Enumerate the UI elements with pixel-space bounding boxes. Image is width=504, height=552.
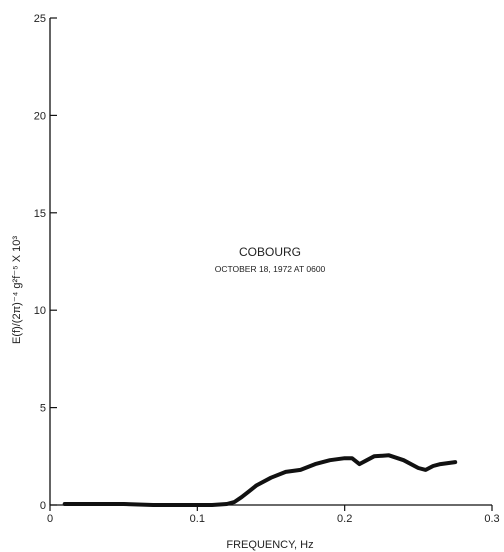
y-tick-label: 5 [40, 403, 46, 415]
x-tick-label: 0.3 [484, 513, 499, 525]
tick-labels: 0 5 10 15 20 25 0 0.1 0.2 0.3 [34, 13, 500, 525]
x-tick-label: 0.2 [337, 513, 352, 525]
y-tick-label: 15 [34, 208, 46, 220]
x-tick-label: 0 [47, 513, 53, 525]
y-tick-label: 20 [34, 110, 46, 122]
spectrum-series-line [62, 453, 458, 507]
y-axis-title: E(f)/(2π)⁻⁴ g²f⁻⁵ X 10³ [11, 236, 23, 344]
y-tick-label: 25 [34, 13, 46, 25]
x-axis-title: FREQUENCY, Hz [226, 539, 313, 551]
y-tick-label: 10 [34, 305, 46, 317]
annotation-subtitle: OCTOBER 18, 1972 AT 0600 [215, 264, 326, 274]
x-tick-label: 0.1 [190, 513, 205, 525]
tick-marks [49, 17, 493, 511]
y-tick-label: 0 [40, 500, 46, 512]
annotation-title: COBOURG [239, 245, 301, 259]
axes [49, 18, 492, 506]
